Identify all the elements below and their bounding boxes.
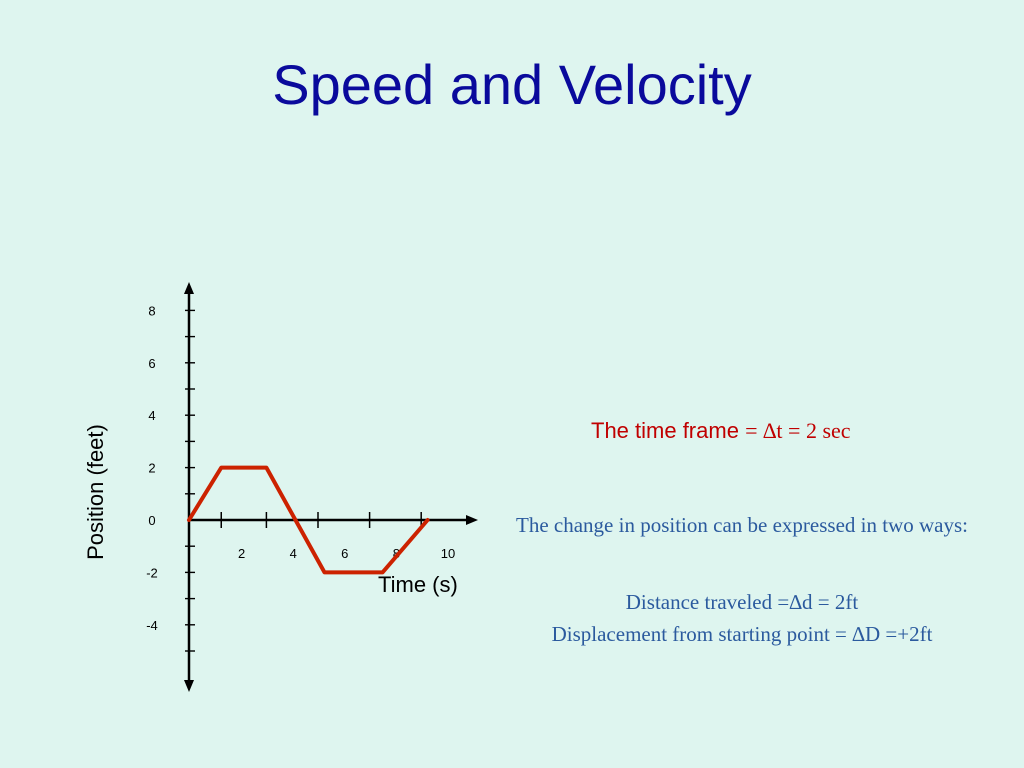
- x-tick-label: 10: [441, 546, 455, 561]
- ways-list: Distance traveled =∆d = 2ft Displacement…: [502, 586, 982, 650]
- x-axis-arrow: [466, 515, 478, 525]
- y-tick-label: 2: [148, 461, 155, 476]
- x-axis-label: Time (s): [378, 572, 458, 597]
- y-tick-label: 0: [148, 513, 155, 528]
- y-axis-tick-labels: 8 6 4 2 0 -2 -4: [146, 303, 158, 632]
- chart-minor-ticks: [185, 309, 195, 652]
- change-in-position-text: The change in position can be expressed …: [516, 513, 968, 537]
- x-tick-label: 6: [341, 546, 348, 561]
- time-frame-label: The time frame: [591, 418, 739, 443]
- y-axis-arrow-bottom: [184, 680, 194, 692]
- distance-traveled-text: Distance traveled =∆d = 2ft: [625, 590, 859, 614]
- displacement-text: Displacement from starting point = ∆D =+…: [551, 622, 933, 646]
- position-line: [187, 465, 430, 575]
- y-tick-label: 4: [148, 408, 155, 423]
- time-frame-text: The time frame = ∆t = 2 sec: [591, 418, 851, 444]
- y-tick-label: 8: [148, 303, 155, 318]
- y-axis-arrow-top: [184, 282, 194, 294]
- time-frame-value: = ∆t = 2 sec: [745, 418, 851, 443]
- slide-title: Speed and Velocity: [272, 53, 752, 116]
- chart-axes: [184, 282, 478, 692]
- y-tick-label: 6: [148, 356, 155, 371]
- x-tick-label: 4: [290, 546, 297, 561]
- y-tick-label: -4: [146, 618, 158, 633]
- x-tick-label: 2: [238, 546, 245, 561]
- x-axis-tick-labels: 2 4 6 8 10: [238, 546, 455, 561]
- y-tick-label: -2: [146, 565, 158, 580]
- y-axis-label: Position (feet): [83, 424, 108, 560]
- chart-series: [187, 465, 430, 575]
